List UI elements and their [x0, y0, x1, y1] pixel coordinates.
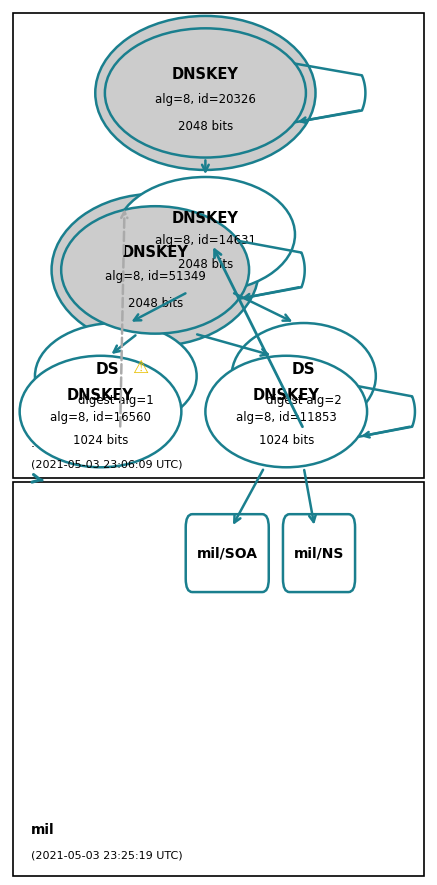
Text: .: . — [31, 437, 35, 450]
FancyBboxPatch shape — [283, 514, 355, 592]
Text: 2048 bits: 2048 bits — [178, 258, 233, 271]
FancyBboxPatch shape — [13, 482, 424, 876]
Ellipse shape — [205, 356, 367, 467]
Text: ⚠: ⚠ — [132, 359, 148, 377]
Text: DNSKEY: DNSKEY — [67, 389, 134, 404]
Text: 2048 bits: 2048 bits — [178, 120, 233, 133]
Ellipse shape — [232, 323, 376, 429]
Text: 2048 bits: 2048 bits — [128, 296, 183, 310]
Text: mil/SOA: mil/SOA — [197, 546, 258, 560]
Text: (2021-05-03 23:06:09 UTC): (2021-05-03 23:06:09 UTC) — [31, 459, 182, 469]
Text: alg=8, id=20326: alg=8, id=20326 — [155, 93, 256, 106]
Text: alg=8, id=14631: alg=8, id=14631 — [155, 234, 256, 247]
Text: alg=8, id=51349: alg=8, id=51349 — [105, 270, 205, 283]
Text: 1024 bits: 1024 bits — [73, 434, 128, 447]
Ellipse shape — [61, 206, 249, 334]
Text: digest alg=2: digest alg=2 — [266, 394, 342, 406]
Text: DNSKEY: DNSKEY — [172, 211, 239, 226]
Text: DS: DS — [292, 362, 316, 377]
Text: DS: DS — [95, 362, 119, 377]
Ellipse shape — [116, 177, 295, 292]
Ellipse shape — [20, 356, 181, 467]
Text: mil/NS: mil/NS — [294, 546, 344, 560]
Text: (2021-05-03 23:25:19 UTC): (2021-05-03 23:25:19 UTC) — [31, 850, 182, 860]
Text: digest alg=1: digest alg=1 — [78, 394, 154, 406]
Text: mil: mil — [31, 823, 54, 836]
Text: DNSKEY: DNSKEY — [121, 244, 189, 259]
Text: 1024 bits: 1024 bits — [259, 434, 314, 447]
FancyBboxPatch shape — [186, 514, 269, 592]
Ellipse shape — [105, 28, 306, 158]
Text: alg=8, id=11853: alg=8, id=11853 — [236, 411, 336, 424]
Ellipse shape — [35, 323, 197, 429]
Ellipse shape — [52, 194, 259, 346]
Text: DNSKEY: DNSKEY — [253, 389, 320, 404]
Text: alg=8, id=16560: alg=8, id=16560 — [50, 411, 151, 424]
Ellipse shape — [95, 16, 316, 170]
FancyBboxPatch shape — [13, 13, 424, 478]
Text: DNSKEY: DNSKEY — [172, 67, 239, 82]
